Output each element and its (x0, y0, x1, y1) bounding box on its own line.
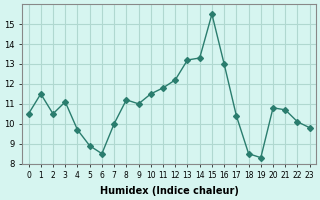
X-axis label: Humidex (Indice chaleur): Humidex (Indice chaleur) (100, 186, 239, 196)
